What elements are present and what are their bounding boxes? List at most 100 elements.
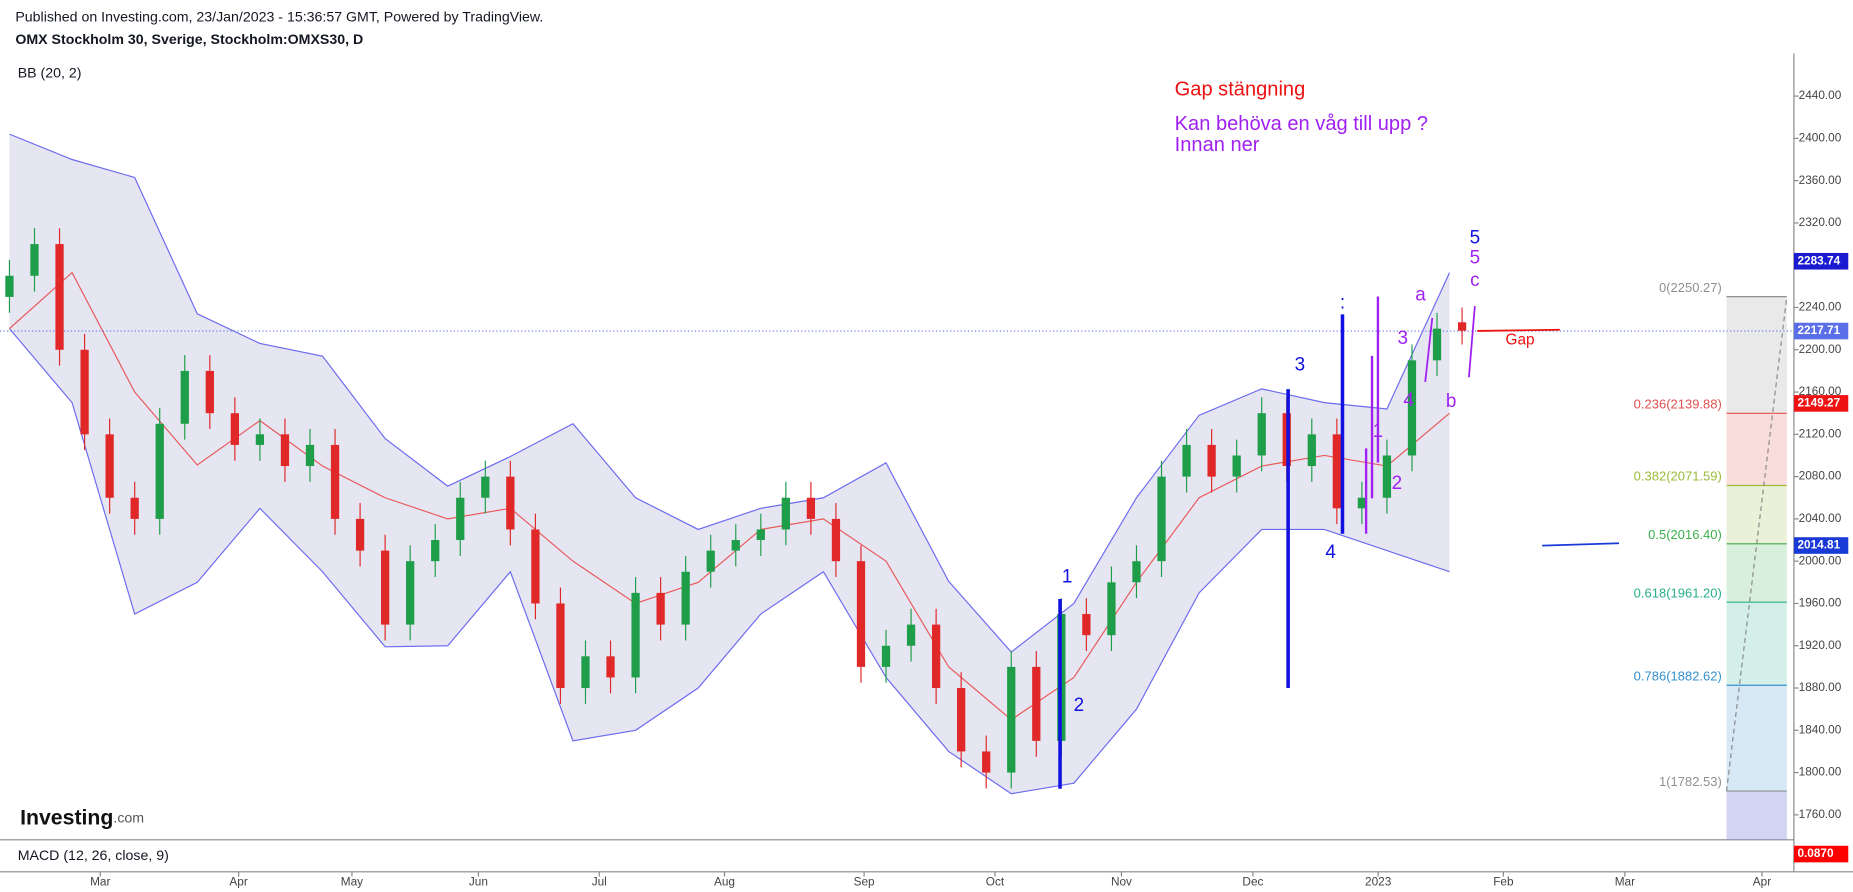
fib-label: 0.236(2139.88) — [1634, 396, 1722, 411]
y-tick-label: 2240.00 — [1799, 300, 1842, 314]
wave-lines — [1058, 296, 1620, 789]
annotation: Kan behöva en våg till upp ? — [1175, 113, 1428, 135]
logo-main: Investing — [20, 805, 113, 829]
x-tick-label: Apr — [229, 875, 247, 889]
fib-label: 1(1782.53) — [1659, 774, 1722, 789]
candle-body — [406, 561, 415, 625]
x-tick-label: Jun — [469, 875, 488, 889]
candle-body — [1032, 666, 1041, 741]
candle-body — [431, 540, 440, 562]
fib-label: 0(2250.27) — [1659, 280, 1722, 295]
macd-tag-label: 0.0870 — [1797, 846, 1834, 860]
candle-body — [906, 624, 916, 646]
x-tick-label: Mar — [1615, 875, 1635, 889]
candle-body — [1182, 444, 1191, 477]
candle-body — [1432, 328, 1442, 361]
candle-body — [656, 592, 665, 625]
logo: Investing.com — [20, 805, 144, 829]
x-tick-label: Feb — [1493, 875, 1514, 889]
candle-body — [1232, 455, 1241, 477]
candle-body — [330, 444, 340, 519]
indicator: BB (20, 2) — [18, 65, 82, 81]
annotation: 5 — [1470, 248, 1481, 269]
fib-label: 0.5(2016.40) — [1648, 527, 1722, 542]
candle-body — [5, 275, 14, 297]
price-tag-label: 2283.74 — [1797, 253, 1840, 267]
candle-body — [957, 688, 966, 752]
y-tick-label: 1840.00 — [1799, 722, 1842, 736]
x-tick-label: Oct — [986, 875, 1005, 889]
y-tick-label: 1760.00 — [1799, 807, 1842, 821]
candle-body — [1257, 413, 1266, 456]
y-tick-label: 2440.00 — [1799, 88, 1842, 102]
candle-body — [255, 434, 265, 445]
candle-body — [581, 656, 590, 689]
candle-body — [130, 497, 139, 519]
price-tag-label: 2149.27 — [1797, 396, 1840, 410]
candle-body — [55, 244, 64, 350]
wave-line — [1468, 305, 1476, 378]
annotation: Gap — [1506, 331, 1535, 348]
x-tick-label: Jul — [592, 875, 607, 889]
candle-body — [1007, 666, 1016, 773]
price-tag — [1793, 322, 1849, 340]
y-tick-label: 2080.00 — [1799, 469, 1842, 483]
annotation: 2 — [1392, 473, 1403, 494]
annotation: 1 — [1373, 421, 1384, 442]
candle-body — [1132, 561, 1141, 583]
price-tag — [1793, 395, 1849, 412]
y-tick-label: 2040.00 — [1799, 511, 1842, 525]
x-tick-label: Aug — [714, 875, 735, 889]
x-tick-label: Nov — [1111, 875, 1132, 889]
bb-middle — [9, 271, 1450, 721]
annotation: 2 — [1074, 695, 1085, 716]
candle-body — [531, 529, 540, 604]
fib-label: 0.618(1961.20) — [1634, 585, 1722, 600]
bb-lower — [9, 328, 1450, 795]
fib-zone — [1726, 685, 1787, 792]
fib-label: 0.382(2071.59) — [1634, 469, 1722, 484]
price-tag-label: 2217.71 — [1797, 323, 1840, 337]
candle-body — [280, 434, 290, 467]
candle-body — [606, 656, 615, 678]
x-tick-label: Mar — [90, 875, 110, 889]
candle-body — [105, 434, 114, 498]
wave-line — [1424, 317, 1434, 383]
candle-body — [1332, 434, 1341, 509]
y-tick-label: 1920.00 — [1799, 638, 1842, 652]
gap-line — [1477, 328, 1560, 332]
published: Published on Investing.com, 23/Jan/2023 … — [15, 10, 543, 26]
annotation: Innan ner — [1175, 134, 1260, 156]
candle-body — [982, 751, 991, 773]
candle-body — [305, 444, 315, 467]
candle-body — [806, 497, 816, 519]
annotation: Gap stängning — [1175, 78, 1306, 100]
annotation: c — [1470, 270, 1479, 291]
candle-body — [706, 550, 715, 572]
annotation: 3 — [1295, 354, 1306, 375]
candle-body — [1382, 455, 1392, 498]
annotation: b — [1446, 391, 1457, 412]
candle-body — [30, 244, 39, 276]
y-tick-label: 2320.00 — [1799, 215, 1842, 229]
x-tick-label: May — [341, 875, 363, 889]
y-tick-label: 2120.00 — [1799, 426, 1842, 440]
candle-body — [681, 571, 690, 625]
candle-body — [831, 518, 841, 562]
fib-zone — [1726, 602, 1787, 686]
y-tick-label: 2000.00 — [1799, 553, 1842, 567]
candle-body — [155, 423, 164, 519]
annotation: 3 — [1397, 328, 1408, 349]
candle-body — [631, 592, 640, 678]
y-tick-label: 1800.00 — [1799, 765, 1842, 779]
candle-body — [931, 624, 941, 689]
candle-body — [1357, 497, 1367, 509]
fib-zone — [1726, 413, 1787, 486]
macd-tag — [1793, 845, 1849, 863]
candle-body — [355, 518, 365, 551]
annotation: 4 — [1325, 542, 1336, 563]
candle-body — [1082, 614, 1091, 636]
level-line — [1542, 542, 1620, 547]
candle-body — [1307, 434, 1316, 467]
